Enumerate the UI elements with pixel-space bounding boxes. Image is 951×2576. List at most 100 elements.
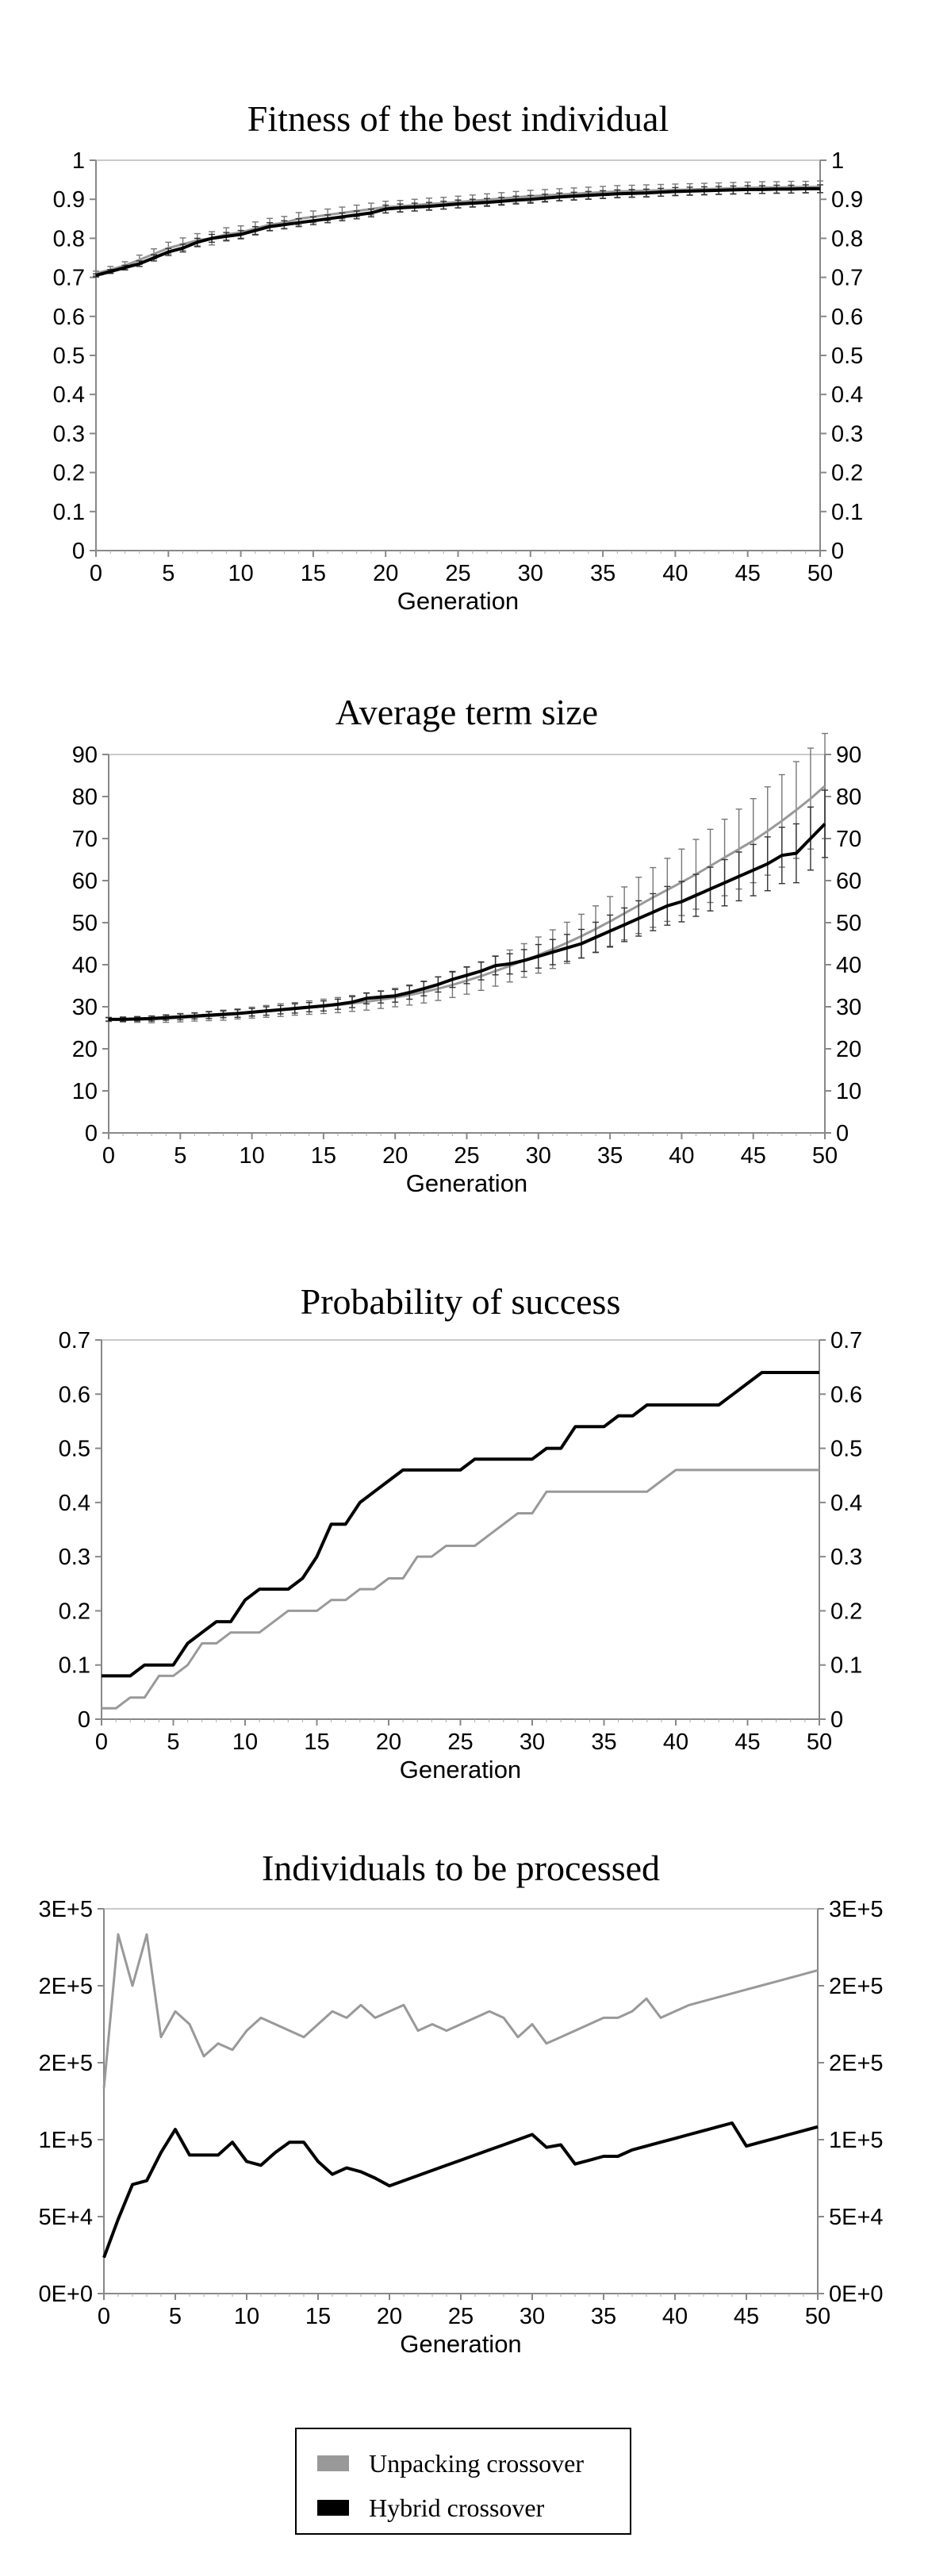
y-tick-label-right: 0E+0 [829, 2282, 884, 2307]
x-tick-label: 50 [807, 561, 833, 586]
x-tick-label: 20 [373, 561, 398, 586]
y-tick-label-right: 2E+5 [829, 1974, 884, 1999]
x-tick-label: 20 [376, 1729, 401, 1755]
legend-box [295, 2428, 631, 2535]
y-tick-label-right: 0 [830, 1707, 843, 1733]
chart-4: Individuals to be processed 0E+0 0E+0 5E+4 5… [38, 1848, 883, 2358]
legend-swatch-hybrid [317, 2500, 349, 2516]
y-tick-label-right: 0.7 [831, 266, 863, 291]
y-tick-label-right: 0.1 [831, 500, 863, 525]
x-tick-label: 25 [448, 2304, 474, 2329]
y-tick-label-left: 0.4 [53, 382, 85, 408]
y-tick-label-right: 0.5 [831, 344, 863, 369]
x-tick-label: 50 [807, 1729, 832, 1755]
y-tick-label-left: 3E+5 [38, 1897, 93, 1922]
y-tick-label-left: 0.1 [53, 500, 85, 525]
x-tick-label: 40 [669, 1143, 694, 1169]
x-tick-label: 50 [805, 2304, 830, 2329]
x-tick-label: 25 [447, 1729, 473, 1755]
x-tick-label: 10 [234, 2304, 259, 2329]
plot-area [95, 159, 821, 551]
y-tick-label-left: 0.4 [59, 1491, 90, 1516]
y-tick-label-left: 2E+5 [38, 2051, 93, 2076]
x-tick-label: 25 [445, 561, 470, 586]
x-tick-label: 20 [377, 2304, 402, 2329]
y-tick-label-right: 2E+5 [829, 2051, 884, 2076]
legend-swatch-unpacking [317, 2455, 349, 2471]
y-tick-label-left: 1E+5 [38, 2128, 93, 2153]
y-tick-label-left: 30 [72, 995, 98, 1020]
series-unpacking [102, 1468, 819, 1710]
y-tick-label-left: 0 [72, 539, 85, 564]
plot-area [103, 1908, 819, 2294]
y-tick-label-left: 10 [72, 1079, 98, 1104]
y-tick-label-right: 0 [831, 539, 844, 564]
x-tick-label: 10 [228, 561, 253, 586]
x-tick-label: 30 [518, 561, 543, 586]
y-tick-label-left: 40 [72, 953, 98, 978]
y-tick-label-left: 70 [72, 827, 98, 852]
x-tick-label: 0 [102, 1143, 115, 1169]
x-tick-label: 45 [734, 1729, 760, 1755]
y-tick-label-left: 20 [72, 1037, 98, 1062]
y-tick-label-left: 90 [72, 743, 98, 768]
chart-title: Individuals to be processed [262, 1848, 660, 1888]
series-line [102, 1371, 819, 1678]
x-tick-label: 5 [174, 1143, 186, 1169]
x-tick-label: 35 [597, 1143, 623, 1169]
y-tick-label-right: 1E+5 [829, 2128, 884, 2153]
legend: Unpacking crossover Hybrid crossover [295, 2428, 631, 2535]
y-tick-label-right: 0.1 [830, 1653, 862, 1679]
y-tick-label-left: 50 [72, 911, 98, 936]
y-tick-label-left: 0 [78, 1707, 90, 1733]
x-tick-label: 40 [663, 1729, 688, 1755]
x-tick-label: 35 [591, 1729, 616, 1755]
y-tick-label-left: 0.3 [59, 1545, 90, 1570]
y-tick-label-left: 0.9 [53, 187, 85, 213]
x-tick-label: 15 [311, 1143, 336, 1169]
x-axis-label: Generation [406, 1169, 527, 1197]
y-tick-label-right: 0.6 [831, 305, 863, 330]
x-tick-label: 35 [590, 561, 615, 586]
x-tick-label: 30 [520, 1729, 545, 1755]
y-tick-label-right: 60 [836, 869, 861, 894]
x-tick-label: 10 [239, 1143, 264, 1169]
y-tick-label-left: 2E+5 [38, 1974, 93, 1999]
x-tick-label: 45 [734, 2304, 759, 2329]
y-tick-label-right: 0.3 [830, 1545, 862, 1570]
y-tick-label-right: 0.2 [830, 1599, 862, 1624]
x-tick-label: 40 [662, 2304, 688, 2329]
y-tick-label-right: 20 [836, 1037, 861, 1062]
x-tick-label: 50 [812, 1143, 838, 1169]
y-tick-label-right: 70 [836, 827, 861, 852]
y-tick-label-right: 0.7 [830, 1328, 862, 1353]
y-tick-label-left: 0E+0 [38, 2282, 93, 2307]
y-tick-label-left: 0.2 [53, 461, 85, 486]
y-tick-label-left: 0.6 [59, 1382, 90, 1407]
y-tick-label-right: 90 [836, 743, 861, 768]
chart-title: Average term size [336, 692, 598, 732]
y-tick-label-left: 0.7 [53, 266, 85, 291]
x-tick-label: 5 [167, 1729, 179, 1755]
x-tick-label: 30 [526, 1143, 551, 1169]
x-tick-label: 45 [735, 561, 761, 586]
series-line [102, 1933, 819, 2089]
x-tick-label: 45 [741, 1143, 766, 1169]
y-tick-label-left: 0.1 [59, 1653, 90, 1679]
x-axis-label: Generation [400, 1756, 521, 1783]
series-line [95, 186, 820, 278]
y-tick-label-right: 40 [836, 953, 861, 978]
x-tick-label: 30 [520, 2304, 545, 2329]
series-hybrid [102, 1371, 819, 1678]
x-tick-label: 35 [591, 2304, 616, 2329]
x-axis-label: Generation [400, 2330, 521, 2358]
y-tick-label-right: 0.4 [830, 1491, 862, 1516]
y-tick-label-right: 10 [836, 1079, 861, 1104]
series-line [109, 823, 826, 1021]
series-line [102, 2121, 819, 2259]
y-tick-label-left: 80 [72, 785, 98, 810]
